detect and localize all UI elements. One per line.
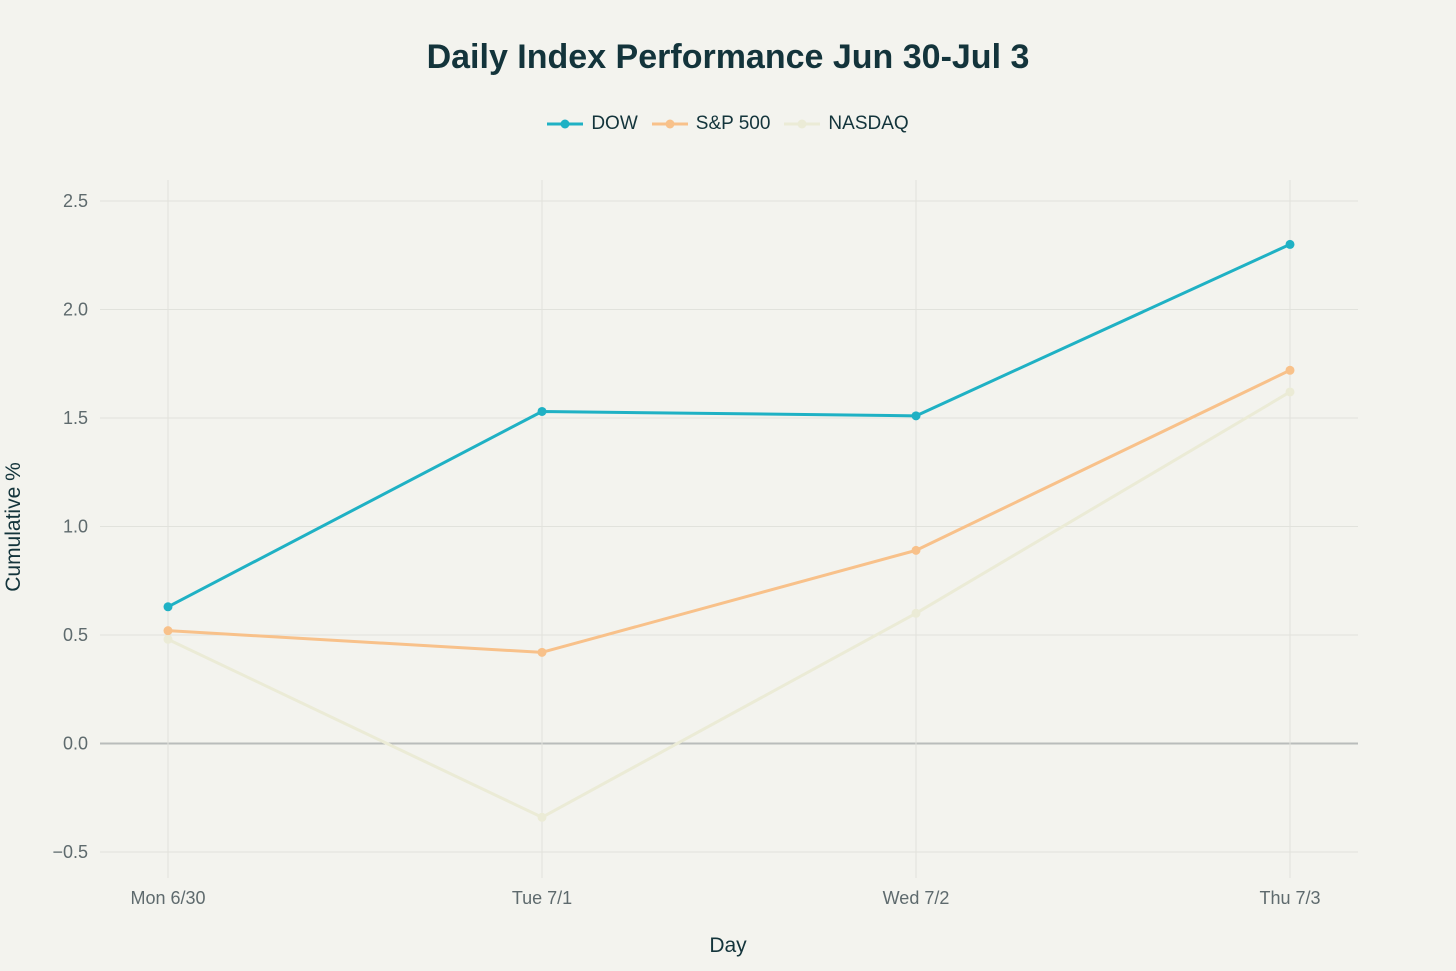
y-tick-label: 1.5 — [63, 408, 88, 428]
x-tick-label: Thu 7/3 — [1259, 888, 1320, 908]
data-point-nasdaq — [911, 608, 921, 618]
x-tick-label: Tue 7/1 — [512, 888, 572, 908]
y-axis-title: Cumulative % — [2, 462, 25, 592]
data-point-sp500 — [1285, 365, 1295, 375]
legend-label-sp500: S&P 500 — [695, 113, 771, 134]
data-point-dow — [163, 602, 173, 612]
series-line-dow — [166, 242, 1292, 609]
y-tick-label: 2.5 — [63, 191, 88, 211]
data-point-sp500 — [911, 545, 921, 555]
y-tick-label: 0.5 — [63, 625, 88, 645]
data-point-dow — [1285, 239, 1295, 249]
legend-label-dow: DOW — [591, 113, 638, 134]
chart-legend: DOW S&P 500 NASDAQ — [0, 112, 1456, 136]
x-tick-label: Wed 7/2 — [883, 888, 950, 908]
legend-swatch-dow — [547, 119, 584, 129]
series-line-nasdaq — [166, 390, 1292, 819]
data-point-sp500 — [537, 647, 547, 657]
data-point-dow — [911, 411, 921, 421]
chart-title: Daily Index Performance Jun 30-Jul 3 — [426, 38, 1030, 76]
data-point-nasdaq — [1285, 387, 1295, 397]
y-tick-label: 1.0 — [63, 517, 88, 537]
data-point-nasdaq — [537, 812, 547, 822]
legend-swatch-nasdaq — [784, 119, 821, 129]
y-tick-label: −0.5 — [52, 842, 88, 862]
legend-item-sp500[interactable]: S&P 500 — [651, 112, 771, 136]
y-tick-label: 0.0 — [63, 734, 88, 754]
legend-item-dow[interactable]: DOW — [547, 112, 638, 136]
data-point-dow — [537, 406, 547, 416]
data-point-sp500 — [163, 626, 173, 636]
data-point-nasdaq — [163, 634, 173, 644]
legend-item-nasdaq[interactable]: NASDAQ — [784, 112, 909, 136]
legend-swatch-sp500 — [651, 119, 688, 129]
y-tick-label: 2.0 — [63, 300, 88, 320]
x-axis-title: Day — [709, 934, 747, 957]
x-tick-label: Mon 6/30 — [130, 888, 205, 908]
series-line-sp500 — [166, 368, 1292, 654]
legend-label-nasdaq: NASDAQ — [828, 113, 909, 134]
